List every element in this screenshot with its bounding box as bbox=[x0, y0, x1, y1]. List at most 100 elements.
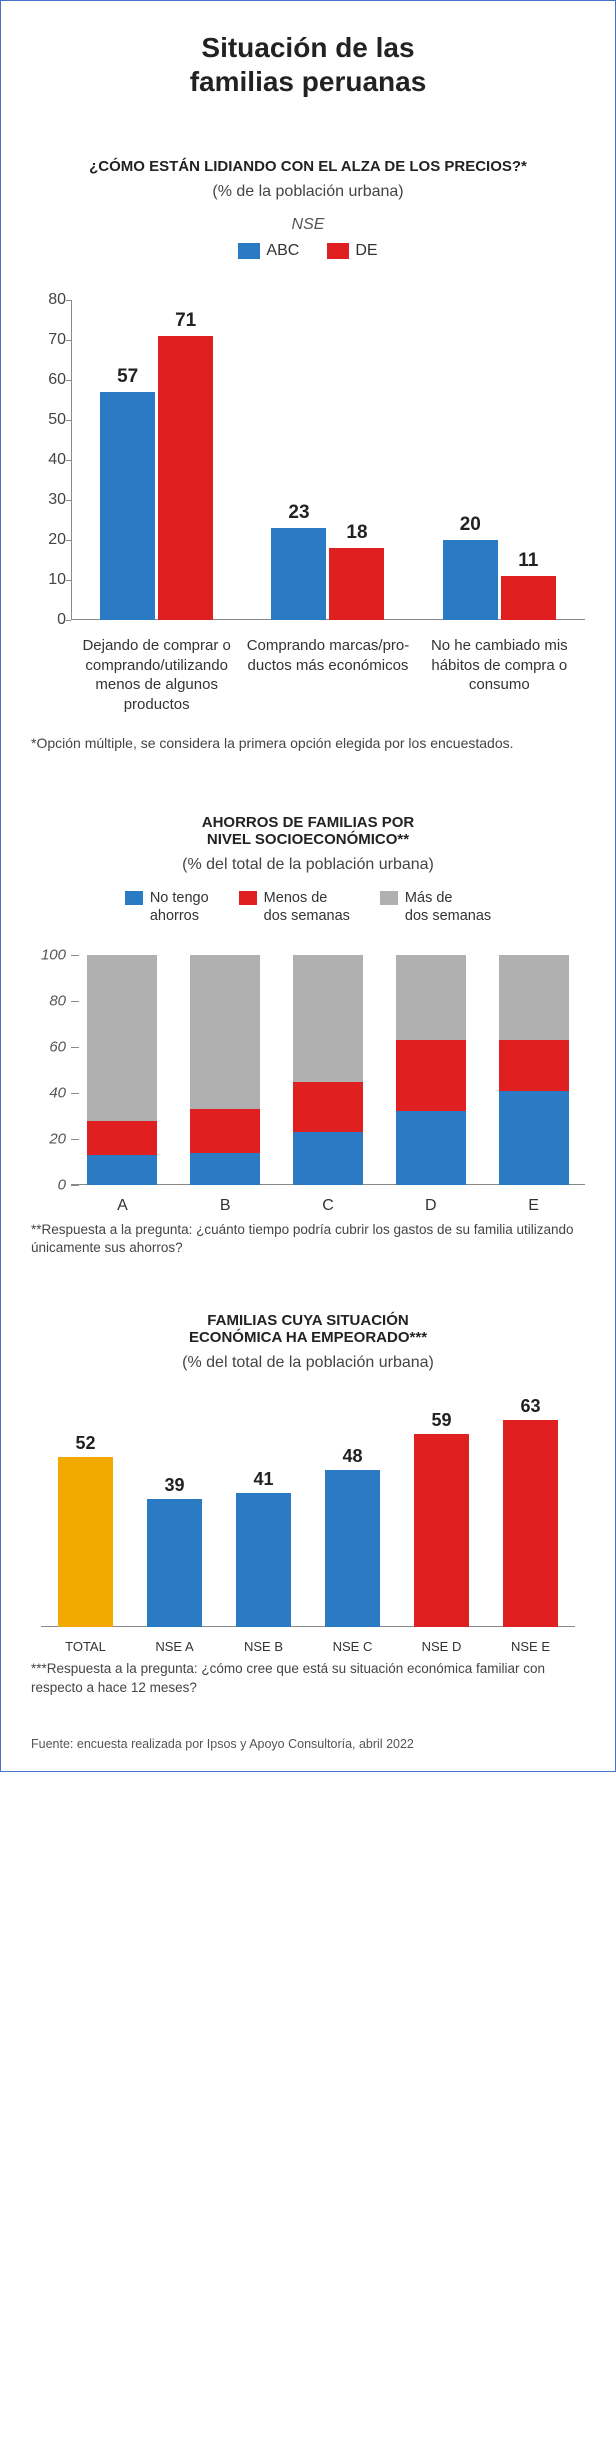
chart2-category-label: E bbox=[482, 1193, 585, 1215]
chart2-stack bbox=[293, 955, 363, 1185]
chart2-tickline bbox=[71, 1001, 79, 1002]
legend-label: Más dedos semanas bbox=[405, 889, 491, 925]
chart3-category-label: NSE B bbox=[219, 1635, 308, 1654]
chart3-title: FAMILIAS CUYA SITUACIÓN ECONÓMICA HA EMP… bbox=[31, 1312, 585, 1346]
chart1-bar-value: 11 bbox=[518, 550, 538, 572]
chart1-ytick: 20 bbox=[36, 531, 66, 549]
legend-item: DE bbox=[327, 242, 377, 260]
chart1-tickline bbox=[66, 540, 71, 541]
chart2-title-line2: NIVEL SOCIOECONÓMICO** bbox=[207, 831, 409, 848]
chart1-ytick: 50 bbox=[36, 411, 66, 429]
chart2-segment bbox=[87, 1155, 157, 1185]
chart1-tickline bbox=[66, 460, 71, 461]
chart2-segment bbox=[499, 955, 569, 1040]
chart3-category-label: NSE D bbox=[397, 1635, 486, 1654]
chart3-bar: 41 bbox=[236, 1493, 291, 1628]
legend-swatch bbox=[125, 891, 143, 905]
chart1-ytick: 30 bbox=[36, 491, 66, 509]
chart1-nse-label: NSE bbox=[31, 216, 585, 234]
chart1-tickline bbox=[66, 380, 71, 381]
chart3-bar: 48 bbox=[325, 1470, 380, 1628]
chart2-footnote: **Respuesta a la pregunta: ¿cuánto tiemp… bbox=[31, 1221, 585, 1257]
chart3-plot: 523941485963 bbox=[41, 1397, 575, 1627]
chart1-ytick: 10 bbox=[36, 571, 66, 589]
chart2-ytick: 100 bbox=[31, 947, 66, 964]
chart2-category-label: D bbox=[379, 1193, 482, 1215]
legend-label: No tengoahorros bbox=[150, 889, 209, 925]
chart2-segment bbox=[190, 1109, 260, 1153]
chart1-tickline bbox=[66, 300, 71, 301]
legend-item: Más dedos semanas bbox=[380, 889, 491, 925]
chart2-category-label: A bbox=[71, 1193, 174, 1215]
legend-item: No tengoahorros bbox=[125, 889, 209, 925]
chart2-title: AHORROS DE FAMILIAS POR NIVEL SOCIOECONÓ… bbox=[31, 814, 585, 848]
chart3-title-line2: ECONÓMICA HA EMPEORADO*** bbox=[189, 1329, 427, 1346]
chart2-segment bbox=[190, 1153, 260, 1185]
chart1-tickline bbox=[66, 420, 71, 421]
chart2-segment bbox=[190, 955, 260, 1109]
chart3-section: FAMILIAS CUYA SITUACIÓN ECONÓMICA HA EMP… bbox=[31, 1312, 585, 1696]
chart2-tickline bbox=[71, 1047, 79, 1048]
chart2-ytick: 0 bbox=[31, 1177, 66, 1194]
chart2-category-label: B bbox=[174, 1193, 277, 1215]
chart3-category-labels: TOTALNSE ANSE BNSE CNSE DNSE E bbox=[41, 1635, 575, 1654]
chart1-tickline bbox=[66, 620, 71, 621]
chart1-bar: 57 bbox=[100, 392, 155, 620]
chart2-tickline bbox=[71, 955, 79, 956]
chart1-category-labels: Dejando de comprar o comprando/utilizand… bbox=[71, 630, 585, 714]
chart1-bar-groups: 577123182011 bbox=[71, 300, 585, 620]
legend-swatch bbox=[238, 243, 260, 259]
legend-swatch bbox=[327, 243, 349, 259]
chart1-bar: 11 bbox=[501, 576, 556, 620]
chart1-section: ¿CÓMO ESTÁN LIDIANDO CON EL ALZA DE LOS … bbox=[31, 158, 585, 754]
chart1-footnote: *Opción múltiple, se considera la primer… bbox=[31, 734, 585, 754]
chart2-tickline bbox=[71, 1139, 79, 1140]
chart1-ytick: 60 bbox=[36, 371, 66, 389]
chart3-category-label: NSE A bbox=[130, 1635, 219, 1654]
chart3-bar-value: 41 bbox=[253, 1469, 273, 1490]
chart3-bar-value: 52 bbox=[75, 1433, 95, 1454]
chart2-plot: 020406080100 bbox=[71, 955, 585, 1185]
chart2-segment bbox=[87, 1121, 157, 1156]
chart1-bar: 18 bbox=[329, 548, 384, 620]
chart2-title-line1: AHORROS DE FAMILIAS POR bbox=[202, 814, 415, 831]
chart3-category-label: NSE E bbox=[486, 1635, 575, 1654]
chart1-ytick: 70 bbox=[36, 331, 66, 349]
chart2-segment bbox=[396, 1040, 466, 1111]
chart3-bar: 39 bbox=[147, 1499, 202, 1627]
chart3-subtitle: (% del total de la población urbana) bbox=[31, 1354, 585, 1372]
chart3-bar: 52 bbox=[58, 1457, 113, 1628]
chart2-stacks bbox=[71, 955, 585, 1185]
chart2-segment bbox=[499, 1040, 569, 1091]
chart3-bars: 523941485963 bbox=[41, 1397, 575, 1627]
legend-label: DE bbox=[355, 242, 377, 260]
legend-swatch bbox=[380, 891, 398, 905]
chart2-stack bbox=[499, 955, 569, 1185]
chart2-segment bbox=[293, 1132, 363, 1185]
chart1-category-label: No he cambiado mis hábitos de compra o c… bbox=[414, 630, 585, 714]
chart1-tickline bbox=[66, 500, 71, 501]
chart2-legend: No tengoahorros Menos dedos semanas Más de… bbox=[31, 889, 585, 925]
chart2-ytick: 20 bbox=[31, 1131, 66, 1148]
chart2-tickline bbox=[71, 1093, 79, 1094]
chart1-group: 5771 bbox=[100, 300, 213, 620]
main-title: Situación de las familias peruanas bbox=[31, 31, 585, 98]
main-title-line2: familias peruanas bbox=[190, 66, 427, 97]
chart2-segment bbox=[87, 955, 157, 1121]
chart2-segment bbox=[499, 1091, 569, 1185]
chart3-bar-value: 48 bbox=[342, 1446, 362, 1467]
chart2-segment bbox=[396, 955, 466, 1040]
chart3-title-line1: FAMILIAS CUYA SITUACIÓN bbox=[207, 1312, 408, 1329]
chart1-tickline bbox=[66, 340, 71, 341]
chart1-bar-value: 23 bbox=[288, 502, 309, 524]
chart3-bar: 63 bbox=[503, 1420, 558, 1627]
chart2-segment bbox=[396, 1111, 466, 1185]
legend-label: Menos dedos semanas bbox=[264, 889, 350, 925]
chart1-tickline bbox=[66, 580, 71, 581]
chart1-title: ¿CÓMO ESTÁN LIDIANDO CON EL ALZA DE LOS … bbox=[31, 158, 585, 175]
chart3-category-label: TOTAL bbox=[41, 1635, 130, 1654]
chart3-bar: 59 bbox=[414, 1434, 469, 1628]
chart1-bar-value: 57 bbox=[117, 366, 138, 388]
legend-label: ABC bbox=[266, 242, 299, 260]
chart2-tickline bbox=[71, 1185, 79, 1186]
